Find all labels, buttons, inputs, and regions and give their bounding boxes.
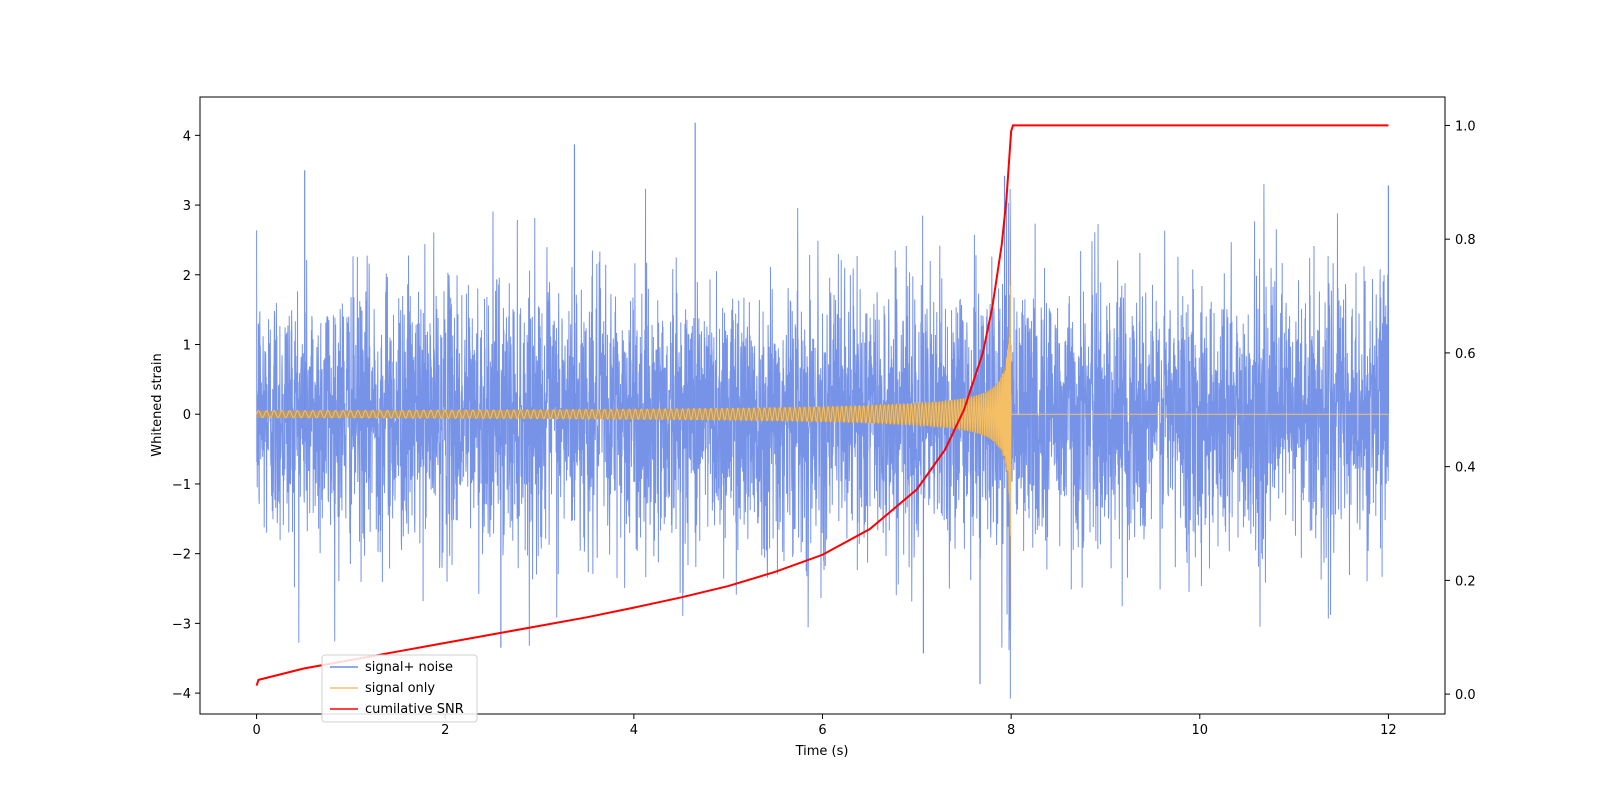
y-axis-right: 0.0 0.2 0.4 0.6 0.8 1.0: [1445, 119, 1476, 703]
x-tick-label: 8: [1007, 723, 1015, 738]
plot-area: [255, 122, 1390, 699]
y-axis-label: Whitened strain: [150, 353, 165, 456]
x-axis-label: Time (s): [795, 744, 849, 759]
y2-tick-label: 0.2: [1455, 574, 1476, 589]
series-signal-noise: [256, 184, 1389, 699]
x-tick-label: 2: [441, 723, 449, 738]
y-tick-label: −3: [172, 617, 191, 632]
y-tick-label: −2: [172, 548, 191, 563]
x-tick-label: 0: [252, 723, 260, 738]
series-signal-only: [256, 285, 1389, 536]
y-tick-label: 1: [183, 338, 191, 353]
y-tick-label: −4: [172, 687, 191, 702]
y-tick-label: 3: [183, 199, 191, 214]
y2-tick-label: 1.0: [1455, 119, 1476, 134]
y-tick-label: 4: [183, 129, 191, 144]
legend-entry-signal-noise: signal+ noise: [365, 660, 453, 675]
y2-tick-label: 0.8: [1455, 233, 1476, 248]
legend-box: [321, 654, 478, 723]
legend: signal+ noise signal only cumilative SNR: [321, 654, 478, 723]
legend-entry-signal-only: signal only: [365, 681, 435, 696]
series-cumilative-snr: [255, 124, 1389, 686]
y2-tick-label: 0.6: [1455, 347, 1476, 362]
y2-tick-label: 0.4: [1455, 461, 1476, 476]
x-tick-label: 10: [1191, 723, 1208, 738]
y-tick-label: 0: [183, 408, 191, 423]
y-tick-label: 2: [183, 269, 191, 284]
legend-entry-cumilative-snr: cumilative SNR: [365, 702, 464, 717]
y-tick-label: −1: [172, 478, 191, 493]
x-tick-label: 4: [630, 723, 638, 738]
x-tick-label: 12: [1380, 723, 1397, 738]
y-axis-left: −4 −3 −2 −1 0 1 2 3 4: [172, 129, 200, 702]
x-tick-label: 6: [818, 723, 826, 738]
y2-tick-label: 0.0: [1455, 688, 1476, 703]
